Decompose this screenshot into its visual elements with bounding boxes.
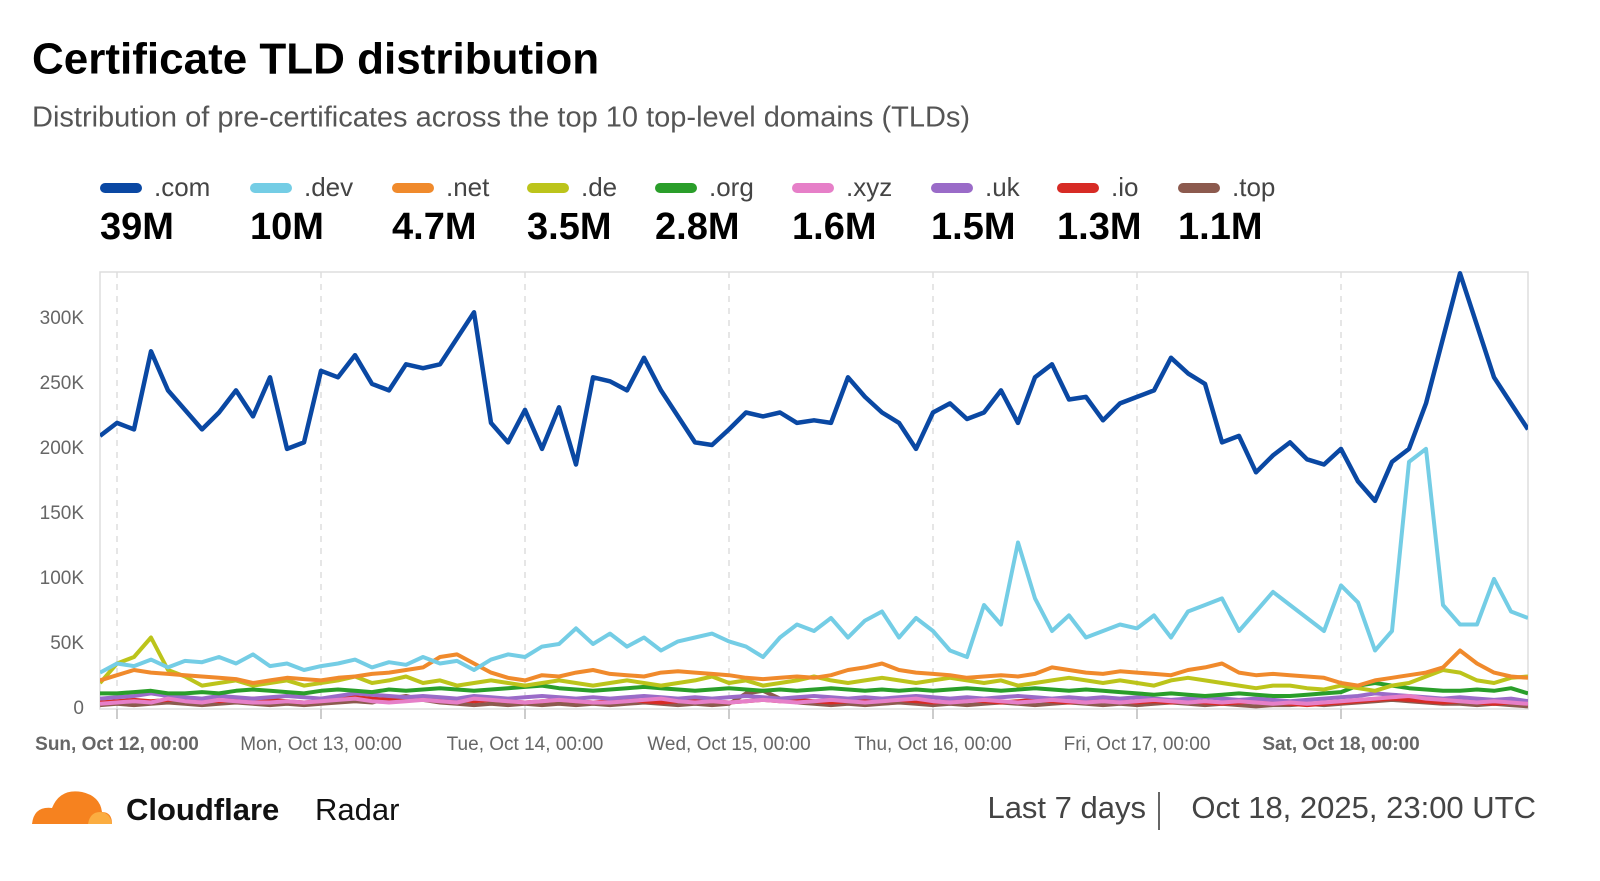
period: Last 7 days bbox=[987, 790, 1146, 825]
legend-total: 3.5M bbox=[527, 206, 611, 248]
y-tick-label: 300K bbox=[40, 308, 85, 329]
plot-frame bbox=[99, 271, 1529, 710]
series-line bbox=[100, 635, 1528, 693]
legend-label: .org bbox=[709, 172, 754, 202]
label-clip-cover bbox=[0, 725, 32, 765]
logo bbox=[32, 791, 112, 824]
legend-label: .top bbox=[1232, 172, 1275, 202]
y-tick-label: 200K bbox=[40, 438, 85, 459]
series-line bbox=[100, 648, 1528, 688]
legend-label: .de bbox=[581, 172, 617, 202]
y-tick-label: 250K bbox=[40, 373, 85, 394]
legend-label: .dev bbox=[304, 172, 353, 202]
legend-label: .com bbox=[154, 172, 210, 202]
timestamp: Oct 18, 2025, 23:00 UTC bbox=[1191, 790, 1536, 825]
x-tick-label: Tue, Oct 14, 00:00 bbox=[447, 734, 604, 755]
x-tick-label: Sat, Oct 18, 00:00 bbox=[1262, 734, 1419, 755]
chart-title: Certificate TLD distribution bbox=[32, 35, 599, 84]
legend-label: .xyz bbox=[846, 172, 892, 202]
y-tick-label: 0 bbox=[73, 698, 84, 719]
legend-total: 1.1M bbox=[1178, 206, 1262, 248]
y-tick-label: 50K bbox=[50, 633, 84, 654]
legend-label: .uk bbox=[985, 172, 1021, 202]
legend-label: .net bbox=[446, 172, 490, 202]
legend-total: 1.6M bbox=[792, 206, 876, 248]
y-tick-label: 100K bbox=[40, 568, 85, 589]
series-line bbox=[100, 271, 1528, 504]
legend-total: 2.8M bbox=[655, 206, 739, 248]
x-tick-label: Sun, Oct 12, 00:00 bbox=[35, 734, 199, 755]
legend-total: 10M bbox=[250, 206, 324, 248]
legend-label: .io bbox=[1111, 172, 1138, 202]
x-tick-label: Fri, Oct 17, 00:00 bbox=[1064, 734, 1211, 755]
legend-total: 39M bbox=[100, 206, 174, 248]
x-tick-label: Thu, Oct 16, 00:00 bbox=[854, 734, 1011, 755]
brand-product: Radar bbox=[315, 792, 399, 827]
chart-subtitle: Distribution of pre-certificates across … bbox=[32, 102, 970, 134]
series-line bbox=[100, 681, 1528, 698]
y-tick-label: 150K bbox=[40, 503, 85, 524]
x-tick-label: Mon, Oct 13, 00:00 bbox=[240, 734, 402, 755]
series-line bbox=[100, 694, 1528, 706]
x-tick-label: Wed, Oct 15, 00:00 bbox=[647, 734, 810, 755]
legend-total: 4.7M bbox=[392, 206, 476, 248]
brand: Cloudflare bbox=[126, 792, 279, 827]
series-line bbox=[100, 446, 1528, 675]
legend-total: 1.5M bbox=[931, 206, 1015, 248]
legend-total: 1.3M bbox=[1057, 206, 1141, 248]
